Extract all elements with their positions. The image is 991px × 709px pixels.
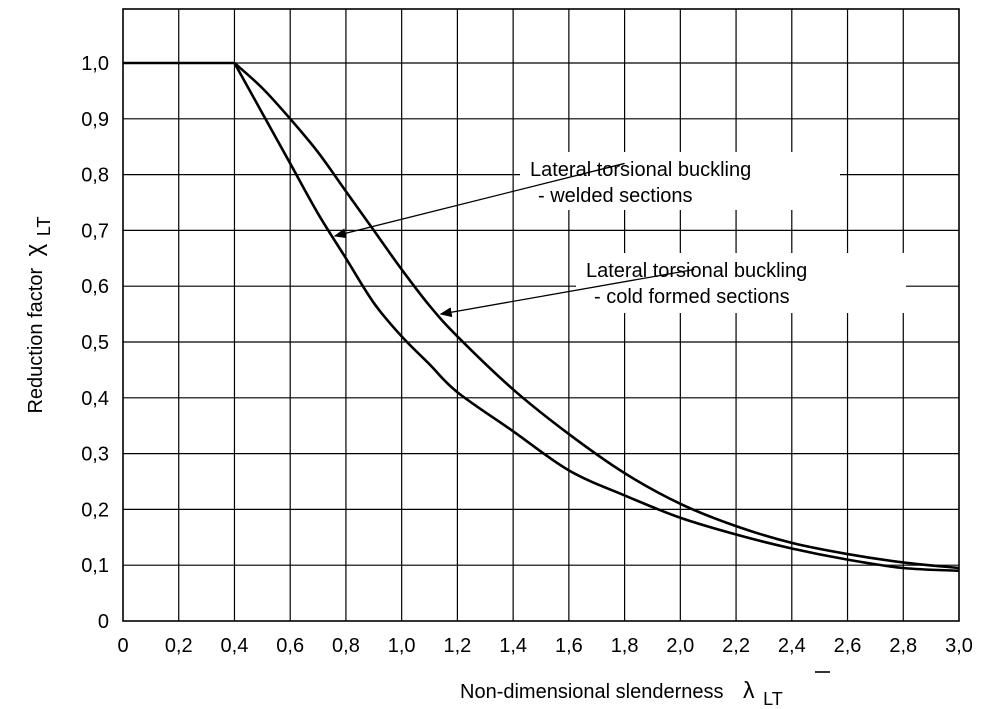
y-tick-label: 0,8	[81, 165, 109, 187]
y-tick-label: 0,2	[81, 499, 109, 521]
x-tick-label: 1,2	[443, 635, 471, 657]
y-axis-label-text: Reduction factor	[25, 268, 47, 414]
y-tick-label: 0,4	[81, 388, 109, 410]
y-tick-label: 1,0	[81, 53, 109, 75]
y-tick-label: 0,7	[81, 220, 109, 242]
y-axis-label: Reduction factor χ LT	[21, 216, 54, 413]
y-tick-label: 0,3	[81, 444, 109, 466]
x-tick-label: 0,6	[276, 635, 304, 657]
tick-labels: 0 0,2 0,4 0,6 0,8 1,0 1,2 1,4 1,6 1,8 2,0 2,2 2,4 2,6…	[81, 53, 973, 657]
x-axis-subscript: LT	[763, 689, 783, 709]
x-tick-label: 1,4	[499, 635, 527, 657]
y-tick-label: 0,6	[81, 276, 109, 298]
x-axis-label: Non-dimensional slenderness λ LT	[460, 677, 783, 709]
x-tick-label: 2,8	[889, 635, 917, 657]
annotation-text: - welded sections	[538, 185, 693, 207]
annotation-text: Lateral torsional buckling	[530, 159, 751, 181]
annotation-background	[576, 253, 906, 313]
cold-formed-sections-curve	[233, 62, 960, 570]
annotation-arrow	[333, 162, 625, 239]
x-tick-label: 3,0	[945, 635, 973, 657]
x-tick-label: 1,8	[611, 635, 639, 657]
y-tick-label: 0,1	[81, 555, 109, 577]
welded-sections-curve	[123, 61, 960, 573]
x-axis-label-text: Non-dimensional slenderness	[460, 681, 723, 703]
y-axis-symbol: χ	[21, 243, 48, 256]
annotation-text: - cold formed sections	[594, 286, 790, 308]
y-tick-label: 0,9	[81, 109, 109, 131]
annotation-text: Lateral torsional buckling	[586, 260, 807, 282]
grid	[123, 9, 959, 621]
x-tick-label: 2,4	[778, 635, 806, 657]
curves	[123, 61, 960, 573]
x-tick-label: 0,4	[221, 635, 249, 657]
annotation-arrow	[439, 268, 695, 318]
y-tick-label: 0	[98, 611, 109, 633]
x-tick-label: 2,2	[722, 635, 750, 657]
x-tick-label: 0	[117, 635, 128, 657]
x-tick-label: 0,2	[165, 635, 193, 657]
x-axis-symbol: λ	[743, 677, 755, 703]
x-tick-label: 1,0	[388, 635, 416, 657]
plot-frame	[122, 8, 960, 622]
x-tick-label: 0,8	[332, 635, 360, 657]
x-tick-label: 2,0	[666, 635, 694, 657]
x-tick-label: 2,6	[834, 635, 862, 657]
annotation-background	[520, 152, 840, 210]
y-axis-subscript: LT	[34, 216, 54, 236]
x-tick-label: 1,6	[555, 635, 583, 657]
annotations: Lateral torsional buckling - welded secti…	[333, 152, 906, 318]
y-tick-label: 0,5	[81, 332, 109, 354]
